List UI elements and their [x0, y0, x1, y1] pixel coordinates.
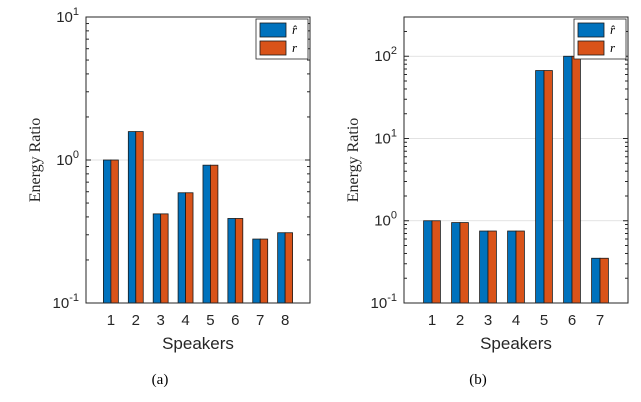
bar-rhat [277, 232, 286, 304]
x-tick-label: 7 [596, 312, 604, 329]
x-tick-label: 6 [231, 312, 239, 329]
x-tick-label: 5 [206, 312, 214, 329]
y-tick-label: 101 [374, 127, 397, 147]
bar-rhat [423, 220, 433, 304]
bar-rhat [507, 230, 517, 304]
x-axis-label: Speakers [480, 334, 552, 353]
bar-r [459, 222, 469, 304]
legend-label: r̂ [610, 22, 616, 37]
x-tick-label: 4 [512, 312, 520, 329]
bar-rhat [177, 192, 186, 304]
bar-r [487, 230, 497, 304]
panel-caption: (b) [469, 372, 487, 388]
y-tick-base: 10 [374, 48, 391, 65]
x-tick-label: 4 [181, 312, 189, 329]
bar-rhat [127, 131, 137, 304]
y-tick-label: 102 [374, 45, 397, 65]
bar-rhat [535, 70, 545, 304]
bar-r [543, 70, 553, 304]
bar-r [284, 232, 293, 304]
y-tick-label: 100 [56, 149, 79, 169]
x-tick-label: 2 [456, 312, 464, 329]
bar-rhat [479, 230, 489, 304]
x-tick-label: 3 [484, 312, 492, 329]
y-tick-exponent: -1 [387, 292, 397, 304]
x-tick-label: 1 [107, 312, 115, 329]
legend: r̂ r [255, 18, 309, 60]
bar-r [259, 238, 269, 304]
y-tick-label: 10-1 [53, 292, 79, 312]
panel-caption: (a) [152, 372, 169, 388]
bar-rhat [227, 218, 236, 304]
y-tick-base: 10 [56, 9, 73, 26]
bar-rhat [252, 238, 261, 304]
legend-label: r [610, 40, 616, 55]
legend-label: r [292, 40, 298, 55]
bar-rhat [591, 257, 601, 304]
y-tick-base: 10 [374, 213, 391, 230]
y-tick-label: 101 [56, 6, 79, 26]
axes-box [403, 16, 629, 304]
bar-r [599, 257, 609, 304]
bar-r [185, 192, 194, 304]
bar-rhat [103, 159, 112, 304]
legend-swatch [577, 22, 605, 38]
y-tick-exponent: -1 [69, 292, 79, 304]
x-tick-label: 7 [256, 312, 264, 329]
y-tick-label: 10-1 [371, 292, 397, 312]
x-tick-label: 8 [281, 312, 289, 329]
bar-r [160, 213, 169, 304]
y-tick-exponent: 1 [73, 6, 79, 18]
x-tick-label: 5 [540, 312, 548, 329]
bar-rhat [451, 222, 461, 304]
bar-r [571, 55, 581, 304]
legend: r̂ r [573, 18, 627, 60]
bar-r [135, 131, 144, 304]
y-tick-base: 10 [371, 295, 388, 312]
x-tick-label: 6 [568, 312, 576, 329]
bar-rhat [563, 55, 573, 304]
y-tick-exponent: 0 [391, 210, 397, 222]
legend-swatch [259, 22, 287, 38]
y-tick-base: 10 [374, 130, 391, 147]
x-tick-label: 1 [428, 312, 436, 329]
x-tick-label: 2 [132, 312, 140, 329]
y-tick-label: 100 [374, 210, 397, 230]
y-tick-base: 10 [56, 152, 73, 169]
y-tick-exponent: 2 [391, 45, 397, 57]
y-tick-exponent: 0 [73, 149, 79, 161]
legend-label: r̂ [292, 22, 298, 37]
x-axis-label: Speakers [162, 334, 234, 353]
y-axis-label: Energy Ratio [27, 118, 44, 203]
bar-r [210, 164, 219, 304]
bar-r [431, 220, 441, 304]
legend-swatch [259, 40, 287, 56]
bar-r [515, 230, 525, 304]
legend-swatch [577, 40, 605, 56]
bar-rhat [152, 213, 162, 304]
y-tick-base: 10 [53, 295, 70, 312]
bar-r [234, 218, 244, 304]
bar-rhat [202, 164, 211, 304]
y-tick-exponent: 1 [391, 127, 397, 139]
x-tick-label: 3 [156, 312, 164, 329]
bar-r [110, 159, 119, 304]
y-axis-label: Energy Ratio [345, 118, 362, 203]
